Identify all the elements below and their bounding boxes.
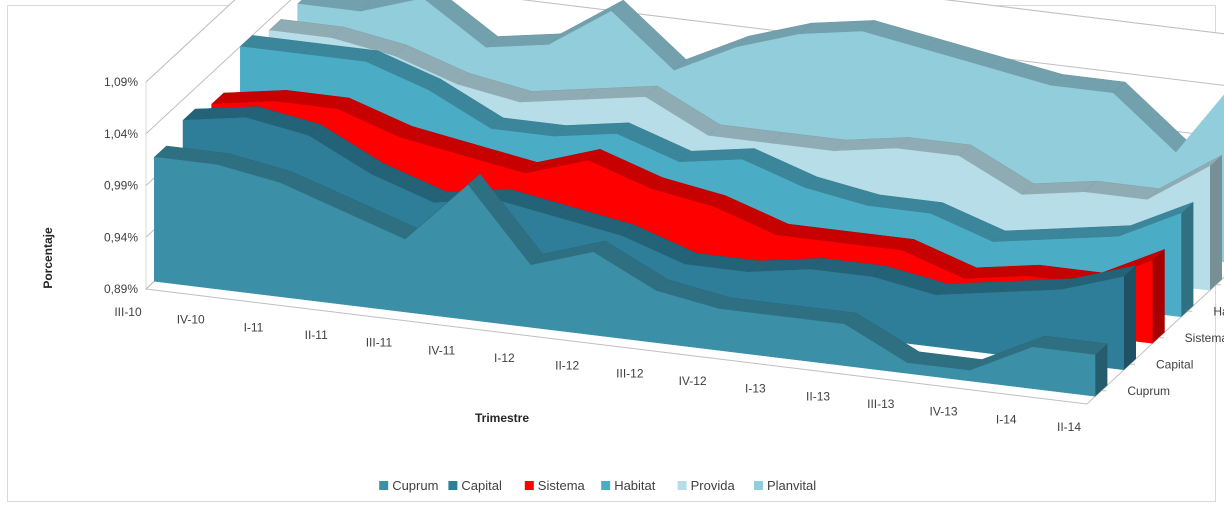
y-tick-label: 1,09% [104,75,138,89]
legend-label: Capital [461,478,502,493]
legend-swatch [524,481,534,490]
x-tick-label: IV-12 [679,374,707,388]
x-tick-label: III-10 [114,305,142,319]
y-axis-ticks: 0,89% 0,94% 0,99% 1,04% 1,09% [104,75,138,296]
x-tick-label: II-13 [806,389,830,403]
legend-swatch [379,481,389,490]
legend-item-planvital: Planvital [754,478,816,493]
y-tick-label: 0,99% [104,179,138,193]
x-axis-title: Trimestre [475,411,529,425]
series-areas [153,0,1224,397]
series-capital [182,106,1137,371]
x-tick-label: III-13 [867,397,895,411]
x-tick-label: II-14 [1057,420,1081,434]
x-axis-ticks: III-10 IV-10 I-11 II-11 III-11 IV-11 I-12 II-12… [114,305,1081,434]
legend-label: Sistema [538,478,586,493]
x-tick-label: I-13 [745,382,766,396]
area-end-cap [1210,155,1222,291]
y-tick-label: 0,94% [104,230,138,244]
area-end-cap [1095,343,1108,397]
legend-item-habitat: Habitat [601,478,656,493]
y-tick-label: 1,04% [104,127,138,141]
gridline [145,0,1224,83]
area-front-face [240,46,1182,318]
legend-item-cuprum: Cuprum [379,478,438,493]
depth-tick-label: Capital [1156,357,1193,371]
x-tick-label: II-12 [555,359,579,373]
x-tick-label: III-12 [616,366,644,380]
legend-label: Habitat [614,478,656,493]
legend-swatch [448,481,458,490]
legend-swatch [754,481,763,490]
x-tick-label: I-14 [996,412,1017,426]
depth-tick-label: Cuprum [1127,384,1170,398]
legend-item-capital: Capital [448,478,502,493]
series-habitat [239,35,1194,318]
depth-tick-label: Sistema [1185,331,1224,345]
legend-swatch [601,481,611,490]
depth-axis-ticks: CuprumCapitalSistemaHabitatProvidaPlanvi… [1101,284,1224,398]
area-end-cap [1181,202,1194,317]
legend-label: Cuprum [392,478,438,493]
y-axis-title: Porcentaje [41,227,55,289]
x-tick-label: I-11 [244,320,264,334]
legend-label: Planvital [767,478,816,493]
x-tick-label: II-11 [305,328,328,342]
area-end-cap [1152,249,1165,344]
area-end-cap [1124,265,1136,370]
area-front-face [154,156,1096,397]
depth-tick-label: Habitat [1213,304,1224,318]
x-tick-label: III-11 [366,336,393,350]
series-cuprum [153,145,1108,397]
legend-item-sistema: Sistema [524,478,586,493]
x-tick-label: IV-11 [428,343,455,357]
legend-label: Provida [691,478,736,493]
legend: Cuprum Capital Sistema Habitat Provida Planvi… [379,478,816,493]
legend-item-provida: Provida [677,478,736,493]
x-tick-label: IV-10 [177,313,205,327]
area-front-face [182,117,1125,371]
y-tick-label: 0,89% [104,282,138,296]
legend-swatch [677,481,687,490]
x-tick-label: IV-13 [930,405,958,419]
x-tick-label: I-12 [494,351,515,365]
